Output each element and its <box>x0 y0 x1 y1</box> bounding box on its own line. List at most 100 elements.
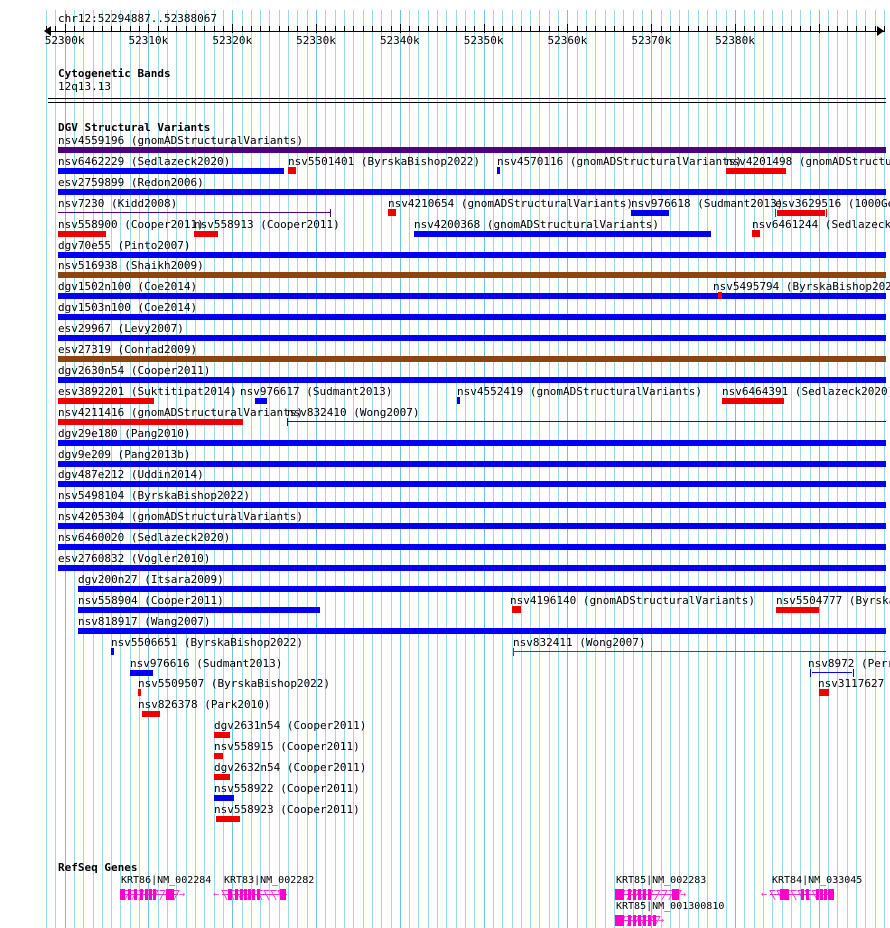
gene-exon[interactable] <box>248 889 251 900</box>
gene-model[interactable]: ← <box>761 888 837 901</box>
gene-exon[interactable] <box>653 915 656 926</box>
gene-exon[interactable] <box>615 915 624 926</box>
gene-exon[interactable] <box>280 889 286 900</box>
variant-bar[interactable] <box>214 732 230 739</box>
coordinate-ruler[interactable]: chr12:52294887..52388067 52300k 52310k 523… <box>0 0 890 52</box>
gene-name-label[interactable]: KRT85|NM_002283 <box>616 875 707 886</box>
gene-exon[interactable] <box>828 889 834 900</box>
variant-bar[interactable] <box>214 753 223 760</box>
gene-exon[interactable] <box>128 889 131 900</box>
gene-exon[interactable] <box>166 889 174 900</box>
variant-bar[interactable] <box>722 397 784 404</box>
variant-bar[interactable] <box>58 230 106 237</box>
variant-bar[interactable] <box>457 396 460 404</box>
gene-exon[interactable] <box>824 889 827 900</box>
variant-label[interactable]: nsv826378 (Park2010) <box>138 698 271 712</box>
variant-bar[interactable] <box>58 481 886 488</box>
gene-exon[interactable] <box>643 915 646 926</box>
variant-label[interactable]: nsv558923 (Cooper2011) <box>214 802 360 816</box>
variant-label[interactable]: nsv4205304 (gnomADStructuralVariants) <box>58 510 304 524</box>
variant-label[interactable]: nsv558915 (Cooper2011) <box>214 740 360 754</box>
gene-exon[interactable] <box>780 889 789 900</box>
variant-label[interactable]: nsv5506651 (ByrskaBishop2022) <box>111 635 304 649</box>
variant-bar[interactable] <box>512 605 521 613</box>
variant-label[interactable]: nsv976617 (Sudmant2013) <box>240 384 393 398</box>
variant-bar[interactable] <box>288 166 296 174</box>
variant-label[interactable]: nsv4196140 (gnomADStructuralVariants) <box>510 593 756 607</box>
gene-exon[interactable] <box>638 889 641 900</box>
variant-bar[interactable] <box>58 272 886 279</box>
variant-bar[interactable] <box>216 815 240 822</box>
variant-bar[interactable] <box>58 565 886 571</box>
variant-bar[interactable] <box>58 335 886 342</box>
gene-exon[interactable] <box>615 889 624 900</box>
variant-label[interactable]: dgv9e209 (Pang2013b) <box>58 447 191 461</box>
variant-label[interactable]: dgv70e55 (Pinto2007) <box>58 238 191 252</box>
variant-bar[interactable] <box>777 209 825 216</box>
variant-label[interactable]: dgv2631n54 (Cooper2011) <box>214 719 367 733</box>
variant-bar[interactable] <box>58 397 154 404</box>
variant-bar[interactable] <box>194 230 218 237</box>
gene-exon[interactable] <box>633 889 636 900</box>
variant-label[interactable]: nsv558913 (Cooper2011) <box>194 217 340 231</box>
variant-bar[interactable] <box>58 211 330 213</box>
gene-exon[interactable] <box>153 889 156 900</box>
variant-label[interactable]: nsv4552419 (gnomADStructuralVariants) <box>457 384 703 398</box>
variant-label[interactable]: nsv4201498 (gnomADStructural <box>726 154 890 168</box>
variant-label[interactable]: dgv2632n54 (Cooper2011) <box>214 761 367 774</box>
variant-bar[interactable] <box>111 647 114 655</box>
variant-bar[interactable] <box>718 292 722 300</box>
variant-bar[interactable] <box>58 293 886 300</box>
variant-label[interactable]: nsv5495794 (ByrskaBishop2022 <box>713 280 890 294</box>
gene-exon[interactable] <box>235 889 238 900</box>
gene-exon[interactable] <box>816 889 819 900</box>
gene-exon[interactable] <box>820 889 823 900</box>
variant-label[interactable]: nsv4559196 (gnomADStructuralVariants) <box>58 134 304 147</box>
variant-bar[interactable] <box>812 671 852 673</box>
gene-exon[interactable] <box>628 889 631 900</box>
gene-exon[interactable] <box>638 915 641 926</box>
gene-exon[interactable] <box>648 915 651 926</box>
variant-label[interactable]: nsv4211416 (gnomADStructuralVariants) <box>58 405 304 419</box>
variant-bar[interactable] <box>58 418 243 425</box>
gene-exon[interactable] <box>257 889 260 900</box>
gene-exon[interactable] <box>240 889 243 900</box>
variant-bar[interactable] <box>388 208 396 216</box>
variant-bar[interactable] <box>513 650 886 652</box>
gene-exon[interactable] <box>648 889 651 900</box>
variant-label[interactable]: nsv6462229 (Sedlazeck2020) <box>58 154 231 168</box>
variant-bar[interactable] <box>58 523 886 530</box>
variant-label[interactable]: esv29967 (Levy2007) <box>58 322 184 336</box>
variant-label[interactable]: nsv6461244 (Sedlazeck20 <box>752 217 890 231</box>
gene-exon[interactable] <box>633 915 636 926</box>
variant-bar[interactable] <box>58 147 886 153</box>
gene-model[interactable]: → <box>119 888 185 901</box>
variant-bar[interactable] <box>138 689 141 697</box>
variant-label[interactable]: nsv832411 (Wong2007) <box>513 635 646 649</box>
gene-exon[interactable] <box>134 889 137 900</box>
variant-label[interactable]: dgv200n27 (Itsara2009) <box>78 572 224 586</box>
variant-bar[interactable] <box>78 627 886 634</box>
variant-bar[interactable] <box>142 711 160 718</box>
variant-label[interactable]: nsv558904 (Cooper2011) <box>78 593 224 607</box>
variant-label[interactable]: nsv5498104 (ByrskaBishop2022) <box>58 489 251 503</box>
variant-bar[interactable] <box>497 166 500 174</box>
gene-exon[interactable] <box>252 889 255 900</box>
variant-bar[interactable] <box>726 167 786 174</box>
gene-exon[interactable] <box>140 889 143 900</box>
gene-exon[interactable] <box>806 889 809 900</box>
variant-label[interactable]: esv2759899 (Redon2006) <box>58 175 204 189</box>
variant-label[interactable]: nsv7230 (Kidd2008) <box>58 196 178 210</box>
variant-label[interactable]: nsv976618 (Sudmant2013) <box>631 196 784 210</box>
variant-label[interactable]: nsv558922 (Cooper2011) <box>214 781 360 795</box>
gene-exon[interactable] <box>628 915 631 926</box>
variant-label[interactable]: nsv5501401 (ByrskaBishop2022) <box>288 154 481 168</box>
gene-exon[interactable] <box>228 889 232 900</box>
gene-exon[interactable] <box>145 889 148 900</box>
variant-label[interactable]: nsv3117627 ( <box>818 677 890 691</box>
variant-bar[interactable] <box>631 209 669 216</box>
variant-bar[interactable] <box>58 460 886 467</box>
gene-name-label[interactable]: KRT84|NM_033045 <box>772 875 863 886</box>
variant-bar[interactable] <box>255 397 267 404</box>
variant-bar[interactable] <box>58 376 886 383</box>
